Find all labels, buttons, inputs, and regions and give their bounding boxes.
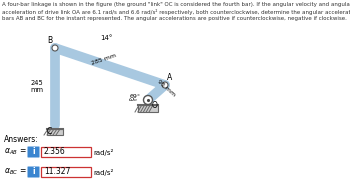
Text: rad/s²: rad/s²	[93, 149, 113, 155]
Text: Answers:: Answers:	[4, 135, 39, 144]
Text: 245
mm: 245 mm	[30, 80, 43, 93]
Circle shape	[144, 96, 153, 105]
Text: rad/s²: rad/s²	[93, 168, 113, 176]
Bar	[47, 129, 63, 135]
Text: 69°: 69°	[130, 94, 141, 99]
Text: i: i	[32, 168, 35, 176]
Text: O: O	[152, 101, 158, 110]
Text: i: i	[32, 147, 35, 157]
Text: 11.327: 11.327	[44, 168, 70, 176]
Text: A four-bar linkage is shown in the figure (the ground "link" OC is considered th: A four-bar linkage is shown in the figur…	[2, 2, 350, 21]
FancyBboxPatch shape	[41, 147, 91, 157]
Text: C: C	[47, 127, 52, 136]
Text: 95 mm: 95 mm	[156, 79, 176, 98]
Text: 285 mm: 285 mm	[91, 53, 117, 66]
Circle shape	[162, 82, 168, 88]
Text: B: B	[47, 36, 52, 45]
FancyBboxPatch shape	[28, 167, 40, 177]
Bar	[138, 105, 158, 112]
Text: $\omega_o$: $\omega_o$	[128, 96, 138, 104]
FancyBboxPatch shape	[28, 146, 40, 158]
Text: A: A	[167, 73, 172, 82]
Text: $\alpha_{AB}$ =: $\alpha_{AB}$ =	[4, 147, 27, 157]
Text: $\alpha_{BC}$ =: $\alpha_{BC}$ =	[4, 167, 27, 177]
Circle shape	[52, 45, 58, 51]
Text: 14°: 14°	[100, 35, 112, 41]
Text: 2.356: 2.356	[44, 147, 66, 157]
FancyBboxPatch shape	[41, 167, 91, 177]
